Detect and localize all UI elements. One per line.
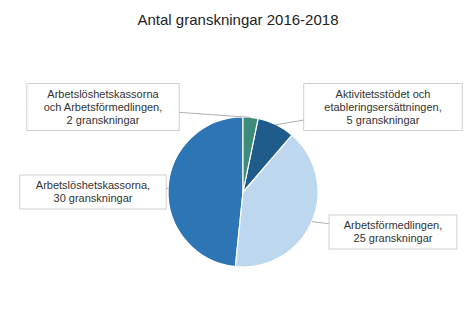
svg-text:Arbetslöshetskassornaoch Arbet: Arbetslöshetskassornaoch Arbetsförmedlin… (44, 88, 163, 126)
svg-text:Arbetsförmedlingen,25 granskni: Arbetsförmedlingen,25 granskningar (344, 219, 442, 244)
svg-text:Arbetslöshetskassorna,30 grans: Arbetslöshetskassorna,30 granskningar (36, 179, 150, 204)
svg-text:Aktivitetsstödet ochetablering: Aktivitetsstödet ochetableringsersättnin… (324, 88, 441, 126)
html-text:Antal granskningar 2016-2018: Antal granskningar 2016-2018 (137, 11, 339, 28)
